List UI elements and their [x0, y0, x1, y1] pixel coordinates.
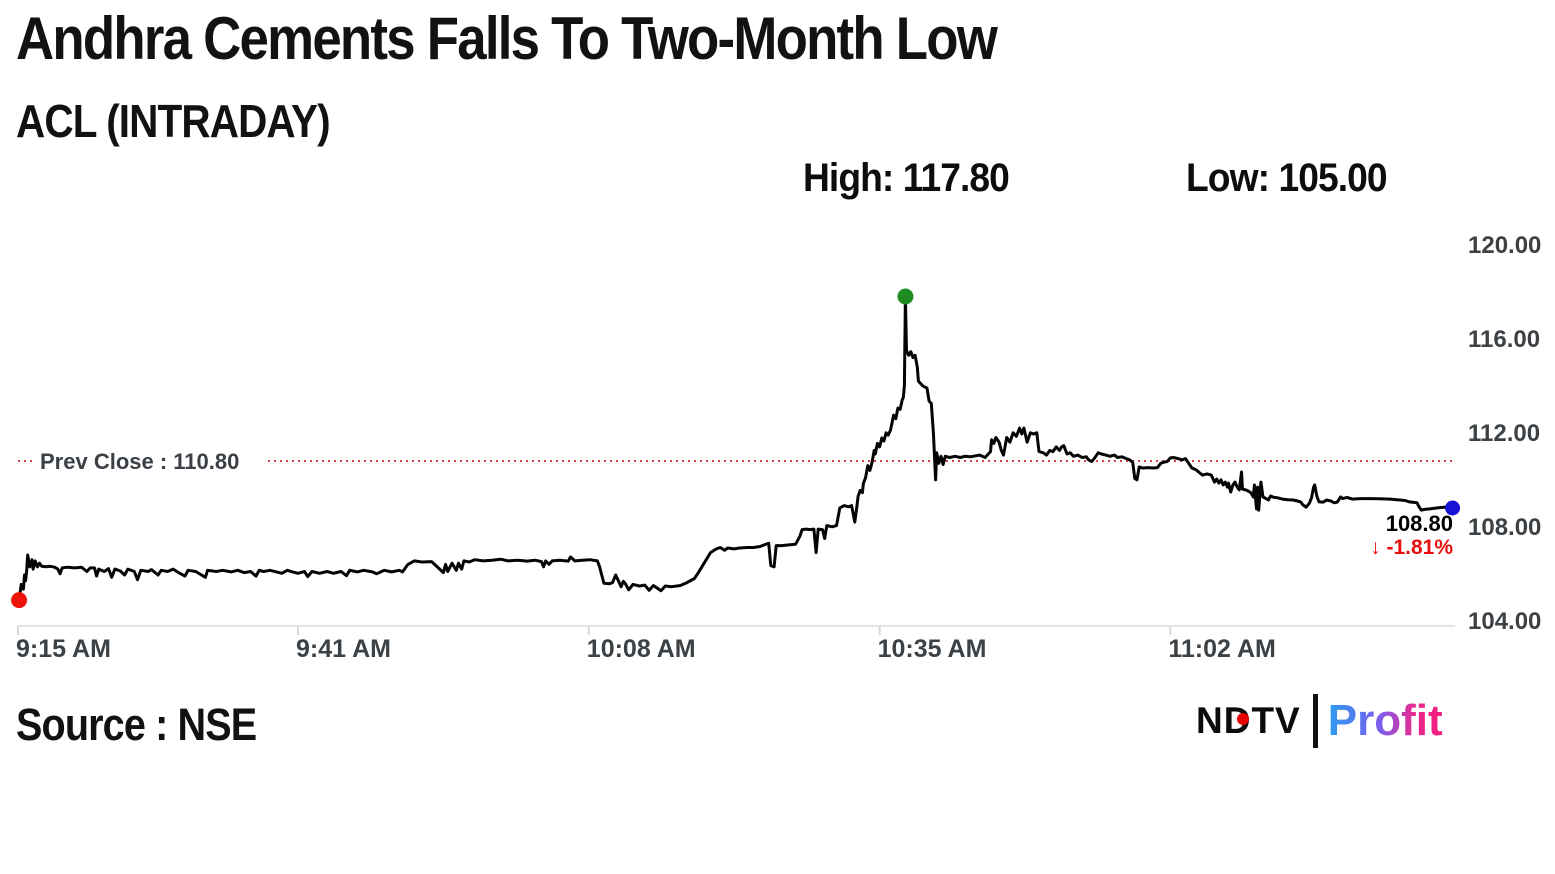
x-axis-tick-label: 11:02 AM — [1168, 635, 1275, 663]
x-axis-tick-label: 10:08 AM — [587, 635, 696, 663]
low-value-label: Low: 105.00 — [1186, 156, 1388, 200]
price-change: ↓ -1.81% — [1370, 536, 1453, 559]
ndtv-logo: NDTV — [1196, 700, 1301, 742]
high-marker-dot — [897, 288, 914, 305]
logo-divider — [1312, 694, 1318, 748]
x-axis-tick-label: 10:35 AM — [878, 635, 987, 663]
current-price-value: 108.80 — [1385, 511, 1453, 536]
page-title: Andhra Cements Falls To Two-Month Low — [16, 5, 998, 72]
ndtv-logo-red-dot-icon — [1237, 713, 1249, 725]
y-axis-tick-label: 104.00 — [1468, 608, 1541, 635]
profit-logo-text: Profit — [1327, 696, 1443, 745]
high-value-label: High: 117.80 — [803, 156, 1010, 200]
low-open-marker-dot — [11, 592, 28, 609]
prev-close-label: Prev Close : 110.80 — [40, 449, 240, 474]
y-axis-tick-label: 108.00 — [1468, 514, 1541, 541]
source-attribution: Source : NSE — [16, 699, 257, 750]
x-axis-tick-label: 9:15 AM — [16, 635, 111, 663]
ndtv-profit-logo: NDTV Profit — [1196, 690, 1443, 752]
y-axis-tick-label: 112.00 — [1468, 420, 1540, 447]
chart-subtitle-symbol: ACL (INTRADAY) — [16, 95, 331, 147]
last-price-marker-dot — [1445, 500, 1461, 516]
y-axis-tick-label: 120.00 — [1468, 232, 1541, 259]
price-line — [17, 295, 1455, 602]
x-axis-tick-label: 9:41 AM — [296, 635, 391, 663]
y-axis-tick-label: 116.00 — [1468, 326, 1540, 353]
current-price-annotation: 108.80 ↓ -1.81% — [1370, 511, 1453, 560]
